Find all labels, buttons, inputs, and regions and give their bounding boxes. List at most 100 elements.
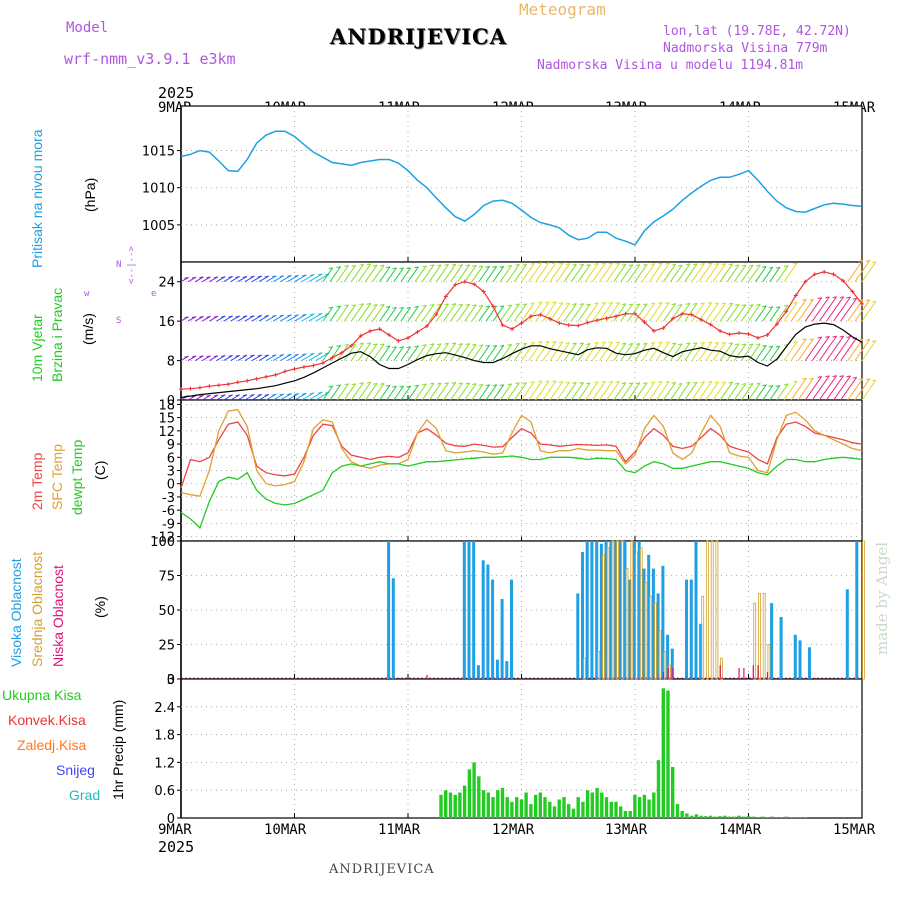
wind-barb-tip — [206, 276, 211, 279]
wind-barb-tip — [593, 381, 599, 384]
wind-barb-tip — [817, 336, 822, 339]
wind-barb-tip — [748, 304, 754, 307]
wind-barb — [591, 302, 606, 322]
wind-barb-tip — [721, 302, 726, 305]
wind-barb-tip — [422, 265, 427, 268]
wind-barb-tip — [429, 382, 435, 385]
wind-barb-tip — [721, 381, 726, 384]
wind-barb-tip — [728, 342, 733, 345]
date-tick-bottom: 9MAR — [158, 822, 192, 838]
wind-barb — [265, 354, 277, 362]
wind-barb — [287, 314, 299, 322]
wind-barb-tip — [294, 393, 299, 396]
wind-barb-tip — [579, 303, 584, 306]
wind-barb — [513, 382, 527, 401]
cloud-mid-bar — [635, 551, 638, 680]
precip-bar — [652, 792, 656, 818]
wind-barb — [372, 304, 385, 322]
wind-barb — [336, 265, 349, 282]
wind-barb-tip — [522, 263, 527, 266]
wind-barb-tip — [552, 340, 557, 343]
wind-barb — [591, 262, 606, 282]
wind-barb — [783, 380, 798, 401]
wind-barb — [443, 342, 457, 361]
wind-barb-tip — [537, 380, 543, 383]
wind-barb — [450, 264, 463, 282]
wind-barb-tip — [392, 385, 397, 388]
wind-barb — [428, 343, 442, 361]
wind-barb-tip — [700, 341, 705, 344]
wind-barb-tip — [658, 302, 663, 304]
wind-barb — [528, 380, 543, 401]
cloud-mid-bar — [597, 651, 601, 680]
wind-barb-tip — [839, 375, 844, 378]
wind-barb-tip — [444, 263, 449, 266]
wind-barb — [492, 305, 505, 322]
wind-barb-tip — [615, 341, 620, 344]
wind-barb — [570, 303, 584, 322]
wind-barb — [563, 342, 577, 361]
wind-barb-tip — [465, 343, 470, 346]
wind-barb-tip — [572, 303, 577, 306]
y-tick-label: 15 — [158, 412, 175, 427]
wind-barb — [386, 385, 397, 401]
wind-barb-tip — [565, 263, 570, 266]
precip-bar — [803, 817, 807, 818]
wind-barb — [662, 342, 677, 361]
precip-bar — [595, 787, 599, 818]
wind-barb — [435, 382, 449, 401]
wind-barb — [577, 382, 591, 401]
precip-bar — [727, 816, 732, 818]
wind-barb — [499, 344, 513, 361]
wind-barb-tip — [399, 385, 404, 388]
wind-barb-tip — [593, 302, 599, 305]
wind-barb-tip — [832, 375, 837, 378]
precip-bar — [453, 794, 457, 818]
wind-barb — [783, 301, 798, 322]
wind-barb-tip — [544, 380, 550, 383]
wind-barb-tip — [565, 381, 570, 384]
wind-barb — [620, 264, 634, 282]
wind-barb — [506, 342, 520, 361]
y-tick-label: 0.6 — [154, 784, 175, 799]
date-tick-bottom: 14MAR — [719, 822, 762, 838]
wind-barb — [549, 262, 564, 282]
precip-bar — [515, 797, 519, 818]
wind-barb — [294, 392, 307, 401]
cloud-low-bar — [426, 674, 428, 679]
wind-barb-tip — [309, 313, 315, 316]
wind-barb-tip — [422, 344, 427, 347]
wind-barb-tip — [515, 263, 520, 266]
wind-barb-tip — [257, 393, 262, 396]
wind-barb-tip — [658, 262, 663, 265]
wind-barb — [634, 303, 648, 322]
wind-barb-tip — [748, 383, 754, 385]
wind-barb-tip — [621, 342, 627, 345]
wind-barb — [464, 383, 477, 401]
precip-bar — [794, 817, 798, 818]
wind-barb-tip — [642, 303, 648, 306]
wind-barb-tip — [385, 266, 391, 269]
wind-barb-tip — [184, 316, 189, 319]
wind-barb-tip — [499, 265, 504, 268]
wind-barb-tip — [685, 263, 691, 266]
wind-barb — [542, 380, 557, 401]
wind-barb — [563, 382, 577, 401]
precip-bar — [708, 815, 713, 818]
wind-barb — [443, 263, 457, 282]
wind-barb — [400, 307, 412, 322]
wind-barb — [840, 298, 858, 322]
wind-barb-tip — [586, 343, 591, 345]
wind-barb — [528, 341, 543, 361]
wind-barb — [287, 353, 299, 362]
wind-barb-tip — [685, 381, 691, 384]
y-tick-label: -6 — [162, 504, 175, 519]
precip-bar — [567, 804, 571, 818]
precip-bar — [713, 816, 717, 818]
model-label: Model — [66, 20, 109, 36]
wind-barb-tip — [206, 394, 211, 397]
wind-barb — [733, 343, 747, 361]
wind-barb — [719, 302, 734, 322]
wind-barb-tip — [530, 341, 535, 344]
wind-barb-tip — [328, 346, 333, 349]
